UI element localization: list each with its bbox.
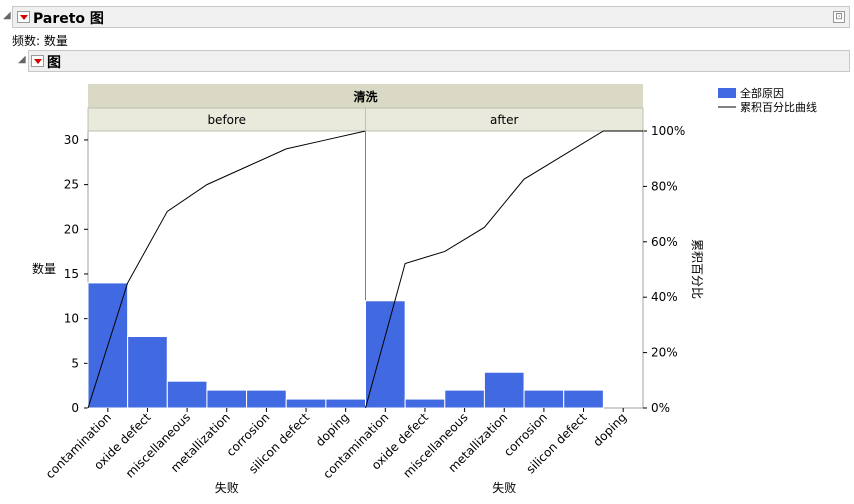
bar: [166, 380, 208, 409]
y-tick-label: 10: [64, 312, 79, 326]
panel-title: after: [490, 113, 518, 127]
red-triangle-menu-icon-2[interactable]: [31, 55, 44, 67]
bar: [206, 389, 248, 409]
bar: [483, 371, 525, 409]
group-header: [88, 84, 643, 108]
x-axis-label: 失败: [492, 480, 516, 495]
y-tick-label: 25: [64, 178, 79, 192]
bar: [444, 389, 485, 409]
panel-header: [365, 107, 644, 132]
x-tick-label: doping: [313, 410, 352, 449]
bar: [246, 389, 287, 409]
y2-tick-label: 20%: [651, 346, 678, 360]
y-tick-label: 20: [64, 222, 79, 236]
report-title: Pareto 图: [33, 11, 104, 27]
y2-tick-label: 0%: [651, 401, 670, 415]
group-title: 清洗: [353, 89, 377, 104]
subsection-title: 图: [47, 55, 61, 71]
panel-title: before: [207, 113, 246, 127]
y2-tick-label: 60%: [651, 235, 678, 249]
bar: [563, 389, 604, 409]
y-tick-label: 15: [64, 267, 79, 281]
bar: [127, 336, 168, 409]
y2-tick-label: 40%: [651, 290, 678, 304]
disclosure-triangle-icon[interactable]: ◢: [3, 10, 11, 21]
bar: [404, 398, 446, 409]
y2-tick-label: 80%: [651, 179, 678, 193]
chart-outline-header[interactable]: [28, 50, 850, 72]
y-tick-label: 30: [64, 133, 79, 147]
y2-axis-label: 累积百分比: [690, 239, 704, 299]
bar: [365, 300, 406, 409]
x-axis-label: 失败: [215, 480, 239, 495]
minimize-icon[interactable]: ⊡: [833, 11, 845, 23]
y-axis-label: 数量: [32, 261, 56, 276]
y-tick-label: 5: [71, 356, 79, 370]
y2-tick-label: 100%: [651, 124, 685, 138]
legend-bar-swatch: [718, 88, 736, 98]
y-tick-label: 0: [71, 401, 79, 415]
bar: [523, 389, 565, 409]
pareto-outline-header[interactable]: [12, 6, 850, 28]
red-triangle-menu-icon[interactable]: [17, 11, 30, 23]
frequency-label: 频数: 数量: [12, 34, 68, 48]
disclosure-triangle-icon-2[interactable]: ◢: [18, 54, 26, 65]
legend-bar-label: 全部原因: [740, 86, 784, 100]
cumulative-line: [87, 130, 366, 409]
bar: [285, 398, 327, 409]
x-tick-label: doping: [590, 410, 629, 449]
cumulative-line: [365, 130, 643, 409]
legend-line-label: 累积百分比曲线: [740, 100, 817, 114]
bar: [325, 398, 367, 409]
x-tick-label: contamination: [43, 410, 114, 481]
